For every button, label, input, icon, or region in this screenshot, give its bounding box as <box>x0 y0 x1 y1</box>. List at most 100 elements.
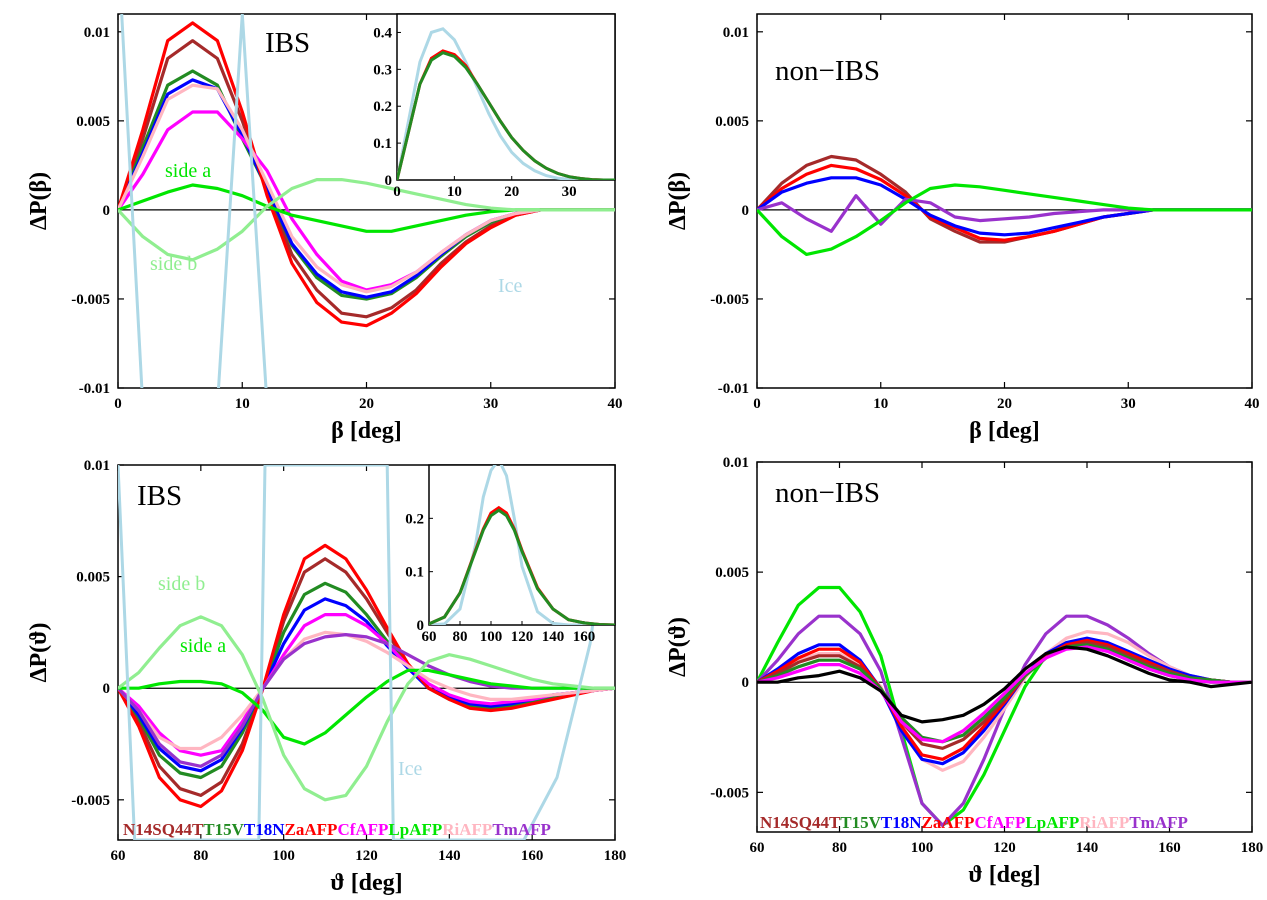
panel-title: non−IBS <box>775 477 880 509</box>
series-group <box>118 14 615 388</box>
series-line-LpAFP <box>757 183 1252 256</box>
x-tick-label: 60 <box>111 848 126 864</box>
legend-item-TmAFP: TmAFP <box>492 820 551 839</box>
inset-x-tick-label: 60 <box>422 629 437 645</box>
x-tick-label: 30 <box>1121 396 1136 412</box>
x-axis-label: β [deg] <box>331 418 402 444</box>
y-tick-label: 0 <box>742 203 750 219</box>
legend-item-RiAFP: RiAFP <box>442 820 492 839</box>
plot-frame <box>756 461 1253 833</box>
chart-bottom-right: 60 80 100 120 140 160 180 -0.005 0 0.005 0.01 ϑ [de… <box>665 455 1263 888</box>
annotation-side-b: side b <box>158 573 205 595</box>
x-tick-label: 180 <box>604 848 627 864</box>
inset-x-tick-label: 100 <box>480 629 503 645</box>
series-line-LpAFP <box>118 183 615 233</box>
series-line-LpAFP <box>118 668 615 746</box>
inset-x-tick-label: 140 <box>542 629 565 645</box>
x-tick-label: 10 <box>873 396 888 412</box>
x-axis-label: β [deg] <box>969 418 1040 444</box>
inset-series-line-Ice <box>429 465 615 625</box>
annotation-side-a: side a <box>165 160 211 182</box>
x-tick-label: 120 <box>993 840 1016 856</box>
legend-item-T18N: T18N <box>881 813 922 832</box>
series-line-Ice <box>120 14 268 388</box>
series-line-CfAFP <box>757 645 1252 744</box>
y-tick-label: -0.005 <box>710 785 749 801</box>
series-line-CfAFP <box>118 612 615 757</box>
series-line-side_b <box>118 615 615 802</box>
x-tick-label: 180 <box>1241 840 1264 856</box>
inset-frame <box>396 13 616 181</box>
annotation-side-b: side b <box>150 253 197 275</box>
inset-series-line-T15V <box>397 51 615 180</box>
legend: N14SQ44TT15VT18NZaAFPCfAFPLpAFPRiAFPTmAF… <box>760 813 1188 832</box>
series-line-ZaAFP <box>118 21 615 328</box>
series-line-T18N <box>757 176 1252 237</box>
inset-y-tick-label: 0 <box>417 618 425 634</box>
legend-item-T15V: T15V <box>203 820 244 839</box>
inset-y-tick-label: 0 <box>385 173 393 189</box>
inset-y-tick-label: 0.2 <box>405 511 424 527</box>
legend-item-T15V: T15V <box>840 813 881 832</box>
x-tick-label: 40 <box>608 396 623 412</box>
legend-item-ZaAFP: ZaAFP <box>285 820 338 839</box>
legend-item-RiAFP: RiAFP <box>1079 813 1129 832</box>
y-tick-label: -0.005 <box>71 292 110 308</box>
inset-x-tick-label: 120 <box>511 629 534 645</box>
series-line-T15V <box>757 643 1252 744</box>
annotation-ice: Ice <box>498 275 523 297</box>
x-tick-label: 80 <box>832 840 847 856</box>
x-tick-label: 10 <box>235 396 250 412</box>
x-tick-label: 100 <box>911 840 934 856</box>
series-line-RiAFP <box>118 83 615 294</box>
series-group <box>757 154 1252 256</box>
series-line-TmAFP <box>757 194 1252 233</box>
y-tick-label: 0.01 <box>84 25 110 41</box>
panel-title: IBS <box>265 27 310 59</box>
legend-item-LpAFP: LpAFP <box>1025 813 1079 832</box>
inset-series-group <box>429 465 615 625</box>
inset-y-tick-label: 0.4 <box>373 25 392 41</box>
series-line-black <box>757 645 1252 724</box>
inset-top-left: 0 10 20 30 0 0.1 0.2 0.3 0.4 <box>373 13 616 200</box>
inset-x-tick-label: 0 <box>393 184 401 200</box>
x-tick-label: 20 <box>359 396 374 412</box>
inset-series-line-Ice <box>397 27 615 180</box>
x-axis-label: ϑ [deg] <box>330 870 402 896</box>
y-axis-label: ΔP(β) <box>26 172 52 230</box>
chart-top-left: 0 10 20 30 40 -0.01 -0.005 0 0.005 0.01 β [deg] ΔP(… <box>26 13 623 444</box>
inset-series-group <box>397 27 615 180</box>
legend-item-N14SQ44T: N14SQ44T <box>760 813 841 832</box>
series-line-Ice <box>118 465 615 840</box>
inset-y-tick-label: 0.1 <box>373 136 392 152</box>
series-line-side_b <box>118 178 615 262</box>
x-tick-label: 40 <box>1245 396 1260 412</box>
inset-y-tick-label: 0.2 <box>373 99 392 115</box>
legend-item-CfAFP: CfAFP <box>974 813 1025 832</box>
x-tick-label: 0 <box>114 396 122 412</box>
inset-frame <box>428 464 616 626</box>
inset-x-tick-label: 160 <box>573 629 596 645</box>
series-group <box>757 585 1252 828</box>
x-axis-label: ϑ [deg] <box>968 862 1040 888</box>
y-axis-label: ΔP(β) <box>665 172 691 230</box>
legend-item-N14SQ44T: N14SQ44T <box>123 820 204 839</box>
series-group <box>118 465 615 840</box>
inset-x-tick-label: 10 <box>447 184 462 200</box>
y-tick-label: 0 <box>103 203 111 219</box>
legend-item-ZaAFP: ZaAFP <box>922 813 975 832</box>
panel-title: IBS <box>137 480 182 512</box>
series-line-TmAFP <box>757 614 1252 828</box>
y-tick-label: -0.005 <box>71 793 110 809</box>
y-axis-label: ΔP(ϑ) <box>26 622 52 682</box>
legend-item-LpAFP: LpAFP <box>388 820 442 839</box>
x-tick-label: 160 <box>1158 840 1181 856</box>
series-line-RiAFP <box>757 629 1252 772</box>
legend-item-T18N: T18N <box>244 820 285 839</box>
series-line-T15V <box>118 581 615 780</box>
x-tick-label: 160 <box>521 848 544 864</box>
annotation-side-a: side a <box>180 635 226 657</box>
inset-y-tick-label: 0.1 <box>405 565 424 581</box>
y-tick-label: -0.005 <box>710 292 749 308</box>
